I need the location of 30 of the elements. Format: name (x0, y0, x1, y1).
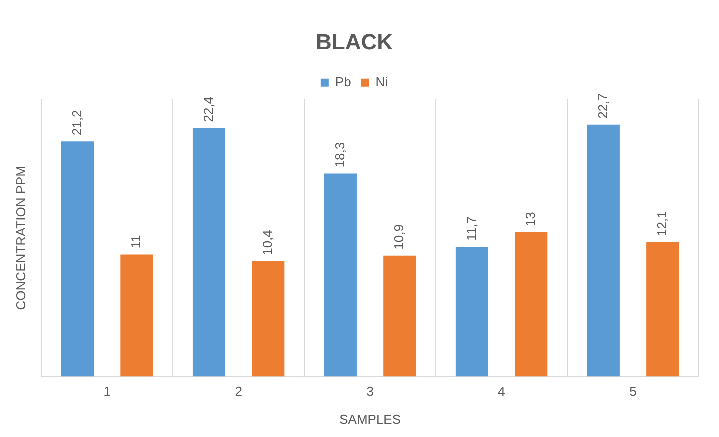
legend-label: Pb (335, 74, 352, 90)
bar (252, 261, 285, 377)
data-label: 11,7 (464, 216, 479, 241)
data-label: 10,4 (260, 230, 275, 256)
bar (384, 256, 416, 377)
chart-title: BLACK (316, 29, 394, 54)
bar (192, 128, 226, 377)
data-label: 22,4 (200, 96, 216, 122)
data-label: 10,9 (391, 224, 406, 250)
y-axis-title: CONCENTRATION PPM (13, 166, 28, 310)
legend-label: Ni (376, 74, 388, 90)
bar (61, 142, 94, 377)
data-label: 22,7 (595, 94, 610, 119)
data-label: 12,1 (654, 211, 670, 237)
bar (587, 124, 620, 377)
bar (324, 174, 357, 377)
x-axis-title: SAMPLES (340, 412, 402, 427)
x-tick-label: 1 (104, 384, 111, 400)
bar (456, 246, 488, 377)
bar (515, 232, 548, 377)
data-label: 11 (128, 235, 144, 249)
x-tick-label: 5 (630, 384, 637, 400)
x-tick-label: 3 (366, 384, 374, 400)
x-tick-label: 2 (235, 384, 242, 400)
bar (646, 242, 680, 377)
data-label: 18,3 (332, 142, 348, 168)
data-label: 13 (522, 212, 538, 227)
data-label: 21,2 (69, 110, 84, 136)
x-tick-label: 4 (498, 384, 506, 400)
bar (120, 254, 154, 377)
